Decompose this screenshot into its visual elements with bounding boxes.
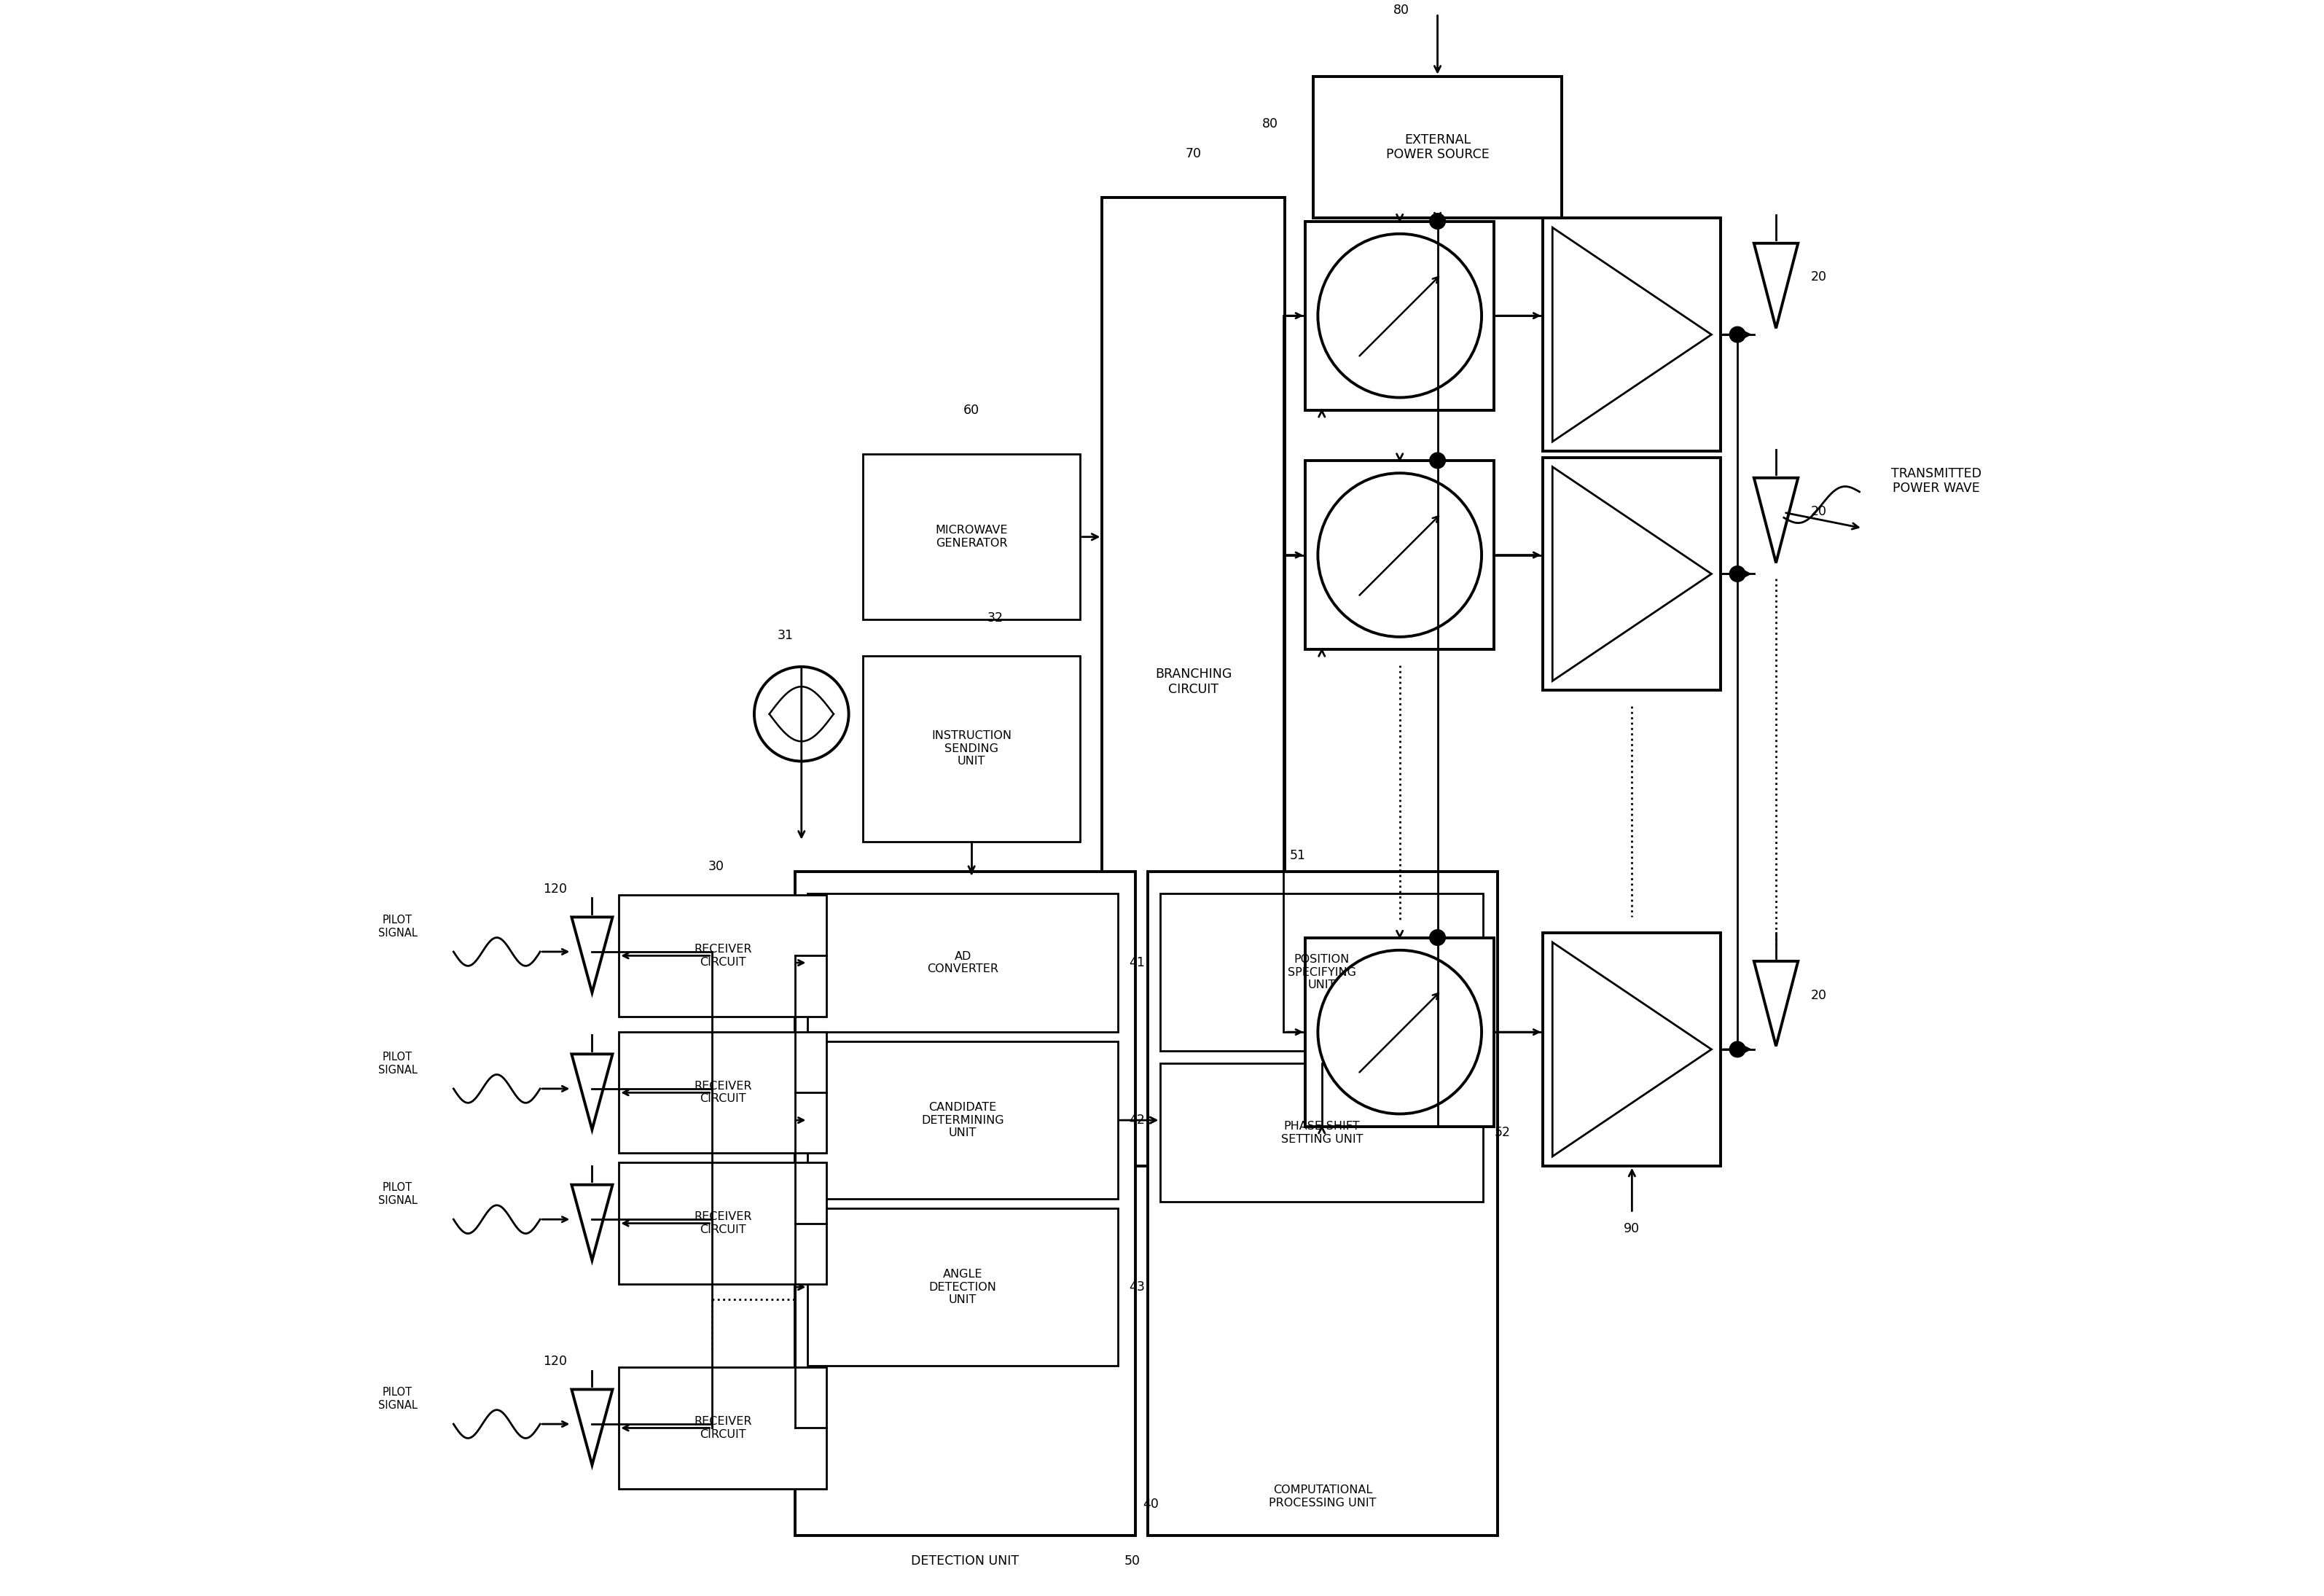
Bar: [809, 1208, 1118, 1366]
Circle shape: [1729, 327, 1745, 343]
Text: RECEIVER
CIRCUIT: RECEIVER CIRCUIT: [695, 943, 751, 967]
Circle shape: [1429, 214, 1446, 230]
Text: BRANCHING
CIRCUIT: BRANCHING CIRCUIT: [1155, 667, 1232, 696]
Text: INSTRUCTION
SENDING
UNIT: INSTRUCTION SENDING UNIT: [932, 731, 1011, 766]
Bar: [1148, 871, 1497, 1535]
Text: AD
CONVERTER: AD CONVERTER: [927, 951, 999, 975]
Text: 20: 20: [1810, 506, 1827, 519]
Bar: [809, 894, 1118, 1033]
Text: 20: 20: [1810, 271, 1827, 284]
Text: COMPUTATIONAL
PROCESSING UNIT: COMPUTATIONAL PROCESSING UNIT: [1269, 1484, 1376, 1508]
Text: CANDIDATE
DETERMINING
UNIT: CANDIDATE DETERMINING UNIT: [920, 1103, 1004, 1138]
Bar: [618, 895, 827, 1017]
Bar: [862, 455, 1081, 619]
Text: 120: 120: [544, 883, 567, 895]
Text: PHASE-SHIFT
SETTING UNIT: PHASE-SHIFT SETTING UNIT: [1281, 1120, 1362, 1144]
Text: RECEIVER
CIRCUIT: RECEIVER CIRCUIT: [695, 1211, 751, 1235]
Text: 20: 20: [1810, 988, 1827, 1002]
Text: 90: 90: [1624, 1223, 1641, 1235]
Bar: [618, 1163, 827, 1283]
Text: 80: 80: [1262, 117, 1278, 131]
Bar: [1306, 937, 1494, 1127]
Text: 42: 42: [1129, 1114, 1146, 1127]
Text: PILOT
SIGNAL: PILOT SIGNAL: [379, 915, 418, 938]
Circle shape: [1729, 1042, 1745, 1057]
Text: ANGLE
DETECTION
UNIT: ANGLE DETECTION UNIT: [930, 1269, 997, 1306]
Text: 120: 120: [544, 1355, 567, 1368]
Text: DETECTION UNIT: DETECTION UNIT: [911, 1555, 1020, 1567]
Bar: [1102, 198, 1285, 1165]
Bar: [809, 1042, 1118, 1199]
Text: 43: 43: [1129, 1280, 1146, 1294]
Text: MICROWAVE
GENERATOR: MICROWAVE GENERATOR: [934, 525, 1009, 549]
Text: EXTERNAL
POWER SOURCE: EXTERNAL POWER SOURCE: [1385, 132, 1490, 161]
Text: 32: 32: [988, 611, 1004, 624]
Text: 41: 41: [1129, 956, 1146, 969]
Bar: [1313, 77, 1562, 219]
Text: 52: 52: [1494, 1127, 1511, 1140]
Bar: [1543, 932, 1720, 1165]
Bar: [1160, 894, 1483, 1050]
Text: TRANSMITTED
POWER WAVE: TRANSMITTED POWER WAVE: [1892, 468, 1982, 495]
Bar: [795, 871, 1134, 1535]
Text: RECEIVER
CIRCUIT: RECEIVER CIRCUIT: [695, 1416, 751, 1440]
Bar: [1306, 222, 1494, 410]
Circle shape: [1729, 567, 1745, 583]
Text: PILOT
SIGNAL: PILOT SIGNAL: [379, 1387, 418, 1411]
Text: 50: 50: [1125, 1555, 1141, 1567]
Text: 60: 60: [964, 404, 978, 417]
Bar: [1160, 1063, 1483, 1202]
Text: 70: 70: [1185, 147, 1202, 160]
Bar: [618, 1033, 827, 1154]
Text: 40: 40: [1143, 1497, 1160, 1511]
Text: POSITION
SPECIFYING
UNIT: POSITION SPECIFYING UNIT: [1287, 954, 1355, 991]
Circle shape: [1429, 930, 1446, 945]
Bar: [1543, 458, 1720, 691]
Text: PILOT
SIGNAL: PILOT SIGNAL: [379, 1183, 418, 1207]
Text: PILOT
SIGNAL: PILOT SIGNAL: [379, 1052, 418, 1076]
Text: 30: 30: [709, 860, 725, 873]
Text: 31: 31: [779, 629, 792, 642]
Text: RECEIVER
CIRCUIT: RECEIVER CIRCUIT: [695, 1080, 751, 1104]
Bar: [862, 656, 1081, 841]
Bar: [618, 1368, 827, 1489]
Circle shape: [1429, 453, 1446, 468]
Bar: [1543, 219, 1720, 452]
Text: 80: 80: [1392, 3, 1408, 18]
Bar: [1306, 461, 1494, 650]
Text: 51: 51: [1290, 849, 1306, 862]
